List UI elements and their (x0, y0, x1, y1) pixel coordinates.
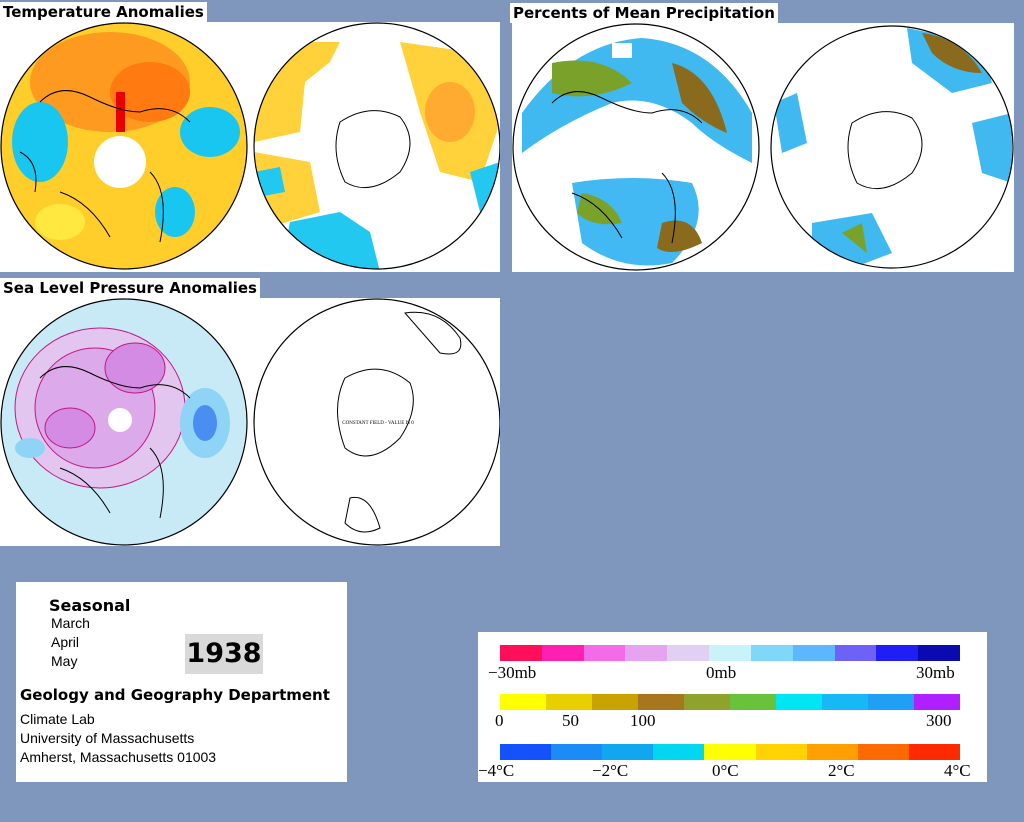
pressure-swatch-1 (541, 645, 584, 661)
department-name: Geology and Geography Department (20, 686, 330, 704)
pressure-swatch-8 (834, 645, 877, 661)
temperature-title: Temperature Anomalies (0, 2, 207, 22)
temp-swatch-5 (755, 744, 807, 760)
pressure-swatch-9 (876, 645, 919, 661)
precip-swatch-6 (776, 694, 822, 710)
temp-swatch-4 (704, 744, 756, 760)
precipitation-title: Percents of Mean Precipitation (510, 3, 778, 23)
temp-label-m4: −4°C (478, 761, 515, 780)
temperature-colorbar (500, 744, 960, 760)
color-legend: −30mb 0mb 30mb 0 50 100 300 −4°C −2°C 0°… (478, 632, 987, 782)
pressure-swatch-6 (750, 645, 793, 661)
pressure-swatch-7 (792, 645, 835, 661)
temp-swatch-0 (500, 744, 552, 760)
precip-swatch-7 (822, 694, 868, 710)
temp-swatch-1 (551, 744, 603, 760)
precip-swatch-9 (914, 694, 960, 710)
temperature-panel (0, 22, 500, 272)
pressure-swatch-4 (667, 645, 710, 661)
temp-swatch-8 (908, 744, 960, 760)
precip-swatch-3 (638, 694, 684, 710)
temp-label-0: 0°C (712, 761, 739, 780)
precip-label-50: 50 (562, 711, 579, 730)
pressure-label-min: −30mb (488, 663, 537, 682)
pressure-title: Sea Level Pressure Anomalies (0, 278, 260, 298)
pressure-swatch-2 (583, 645, 626, 661)
precip-label-100: 100 (630, 711, 656, 730)
temp-label-m2: −2°C (592, 761, 629, 780)
temp-label-4: 4°C (944, 761, 971, 780)
precip-label-300: 300 (926, 711, 952, 730)
temp-label-2: 2°C (828, 761, 855, 780)
pressure-swatch-3 (625, 645, 668, 661)
precip-swatch-8 (868, 694, 914, 710)
pressure-swatch-5 (709, 645, 751, 661)
temp-swatch-3 (653, 744, 705, 760)
temperature-north-map (1, 23, 247, 269)
temp-swatch-6 (806, 744, 858, 760)
precip-label-0: 0 (495, 711, 504, 730)
pressure-north-map (1, 299, 247, 545)
temp-swatch-2 (602, 744, 654, 760)
pressure-label-max: 30mb (916, 663, 955, 682)
info-line-3: Amherst, Massachusetts 01003 (20, 749, 217, 765)
pressure-label-mid: 0mb (706, 663, 737, 682)
pressure-south-map: CONSTANT FIELD - VALUE IS 0 (337, 311, 462, 533)
month-2: April (51, 634, 80, 650)
period-heading: Seasonal (49, 596, 131, 615)
temp-swatch-7 (857, 744, 909, 760)
precip-swatch-5 (730, 694, 776, 710)
pressure-colorbar (500, 645, 960, 661)
info-box: Seasonal March April May 1938 Geology an… (16, 582, 347, 782)
precip-swatch-4 (684, 694, 730, 710)
precip-swatch-0 (500, 694, 546, 710)
pressure-swatch-10 (918, 645, 960, 661)
month-1: March (51, 615, 90, 631)
info-line-2: University of Massachusetts (20, 730, 195, 746)
precipitation-colorbar (500, 694, 960, 710)
pressure-south-note: CONSTANT FIELD - VALUE IS 0 (342, 421, 414, 426)
precipitation-south-map (771, 26, 1013, 268)
precipitation-north-map (513, 24, 759, 270)
month-3: May (51, 653, 78, 669)
precipitation-panel (512, 23, 1014, 272)
pressure-panel: CONSTANT FIELD - VALUE IS 0 (0, 298, 500, 546)
precip-swatch-2 (592, 694, 638, 710)
precip-swatch-1 (546, 694, 592, 710)
year-label: 1938 (185, 634, 263, 674)
pressure-swatch-0 (500, 645, 542, 661)
info-line-1: Climate Lab (20, 711, 95, 727)
